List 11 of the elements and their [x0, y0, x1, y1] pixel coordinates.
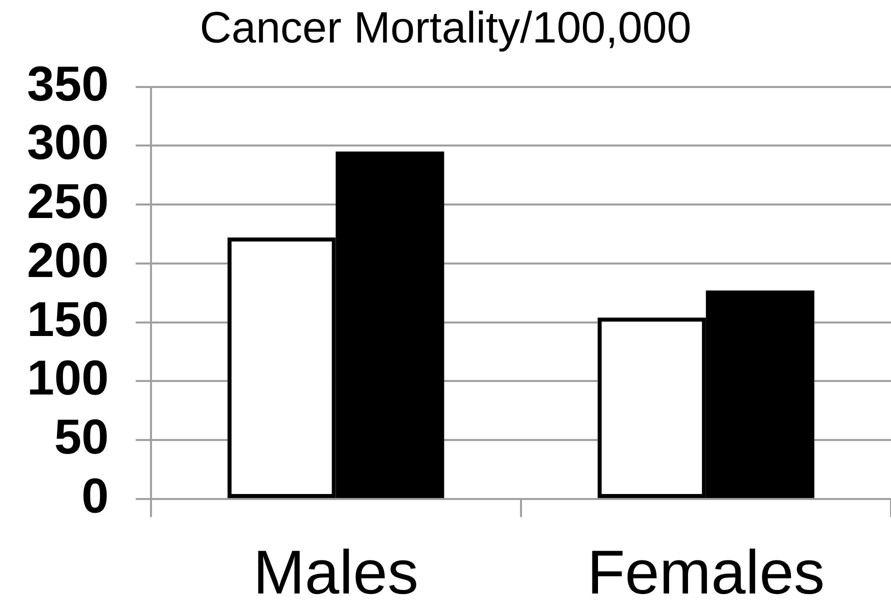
y-tick-label: 300	[26, 116, 109, 170]
y-tick-label: 100	[26, 352, 109, 406]
chart-title: Cancer Mortality/100,000	[200, 4, 692, 53]
y-tick-label: 350	[26, 57, 109, 112]
x-tick-label: Males	[253, 538, 419, 602]
y-tick-label: 0	[81, 470, 109, 524]
y-tick-label: 200	[26, 234, 109, 288]
x-tick-label: Females	[587, 538, 825, 602]
y-tick-label: 250	[26, 175, 109, 230]
y-tick-label: 50	[54, 410, 109, 465]
y-tick-label: 150	[26, 292, 109, 347]
